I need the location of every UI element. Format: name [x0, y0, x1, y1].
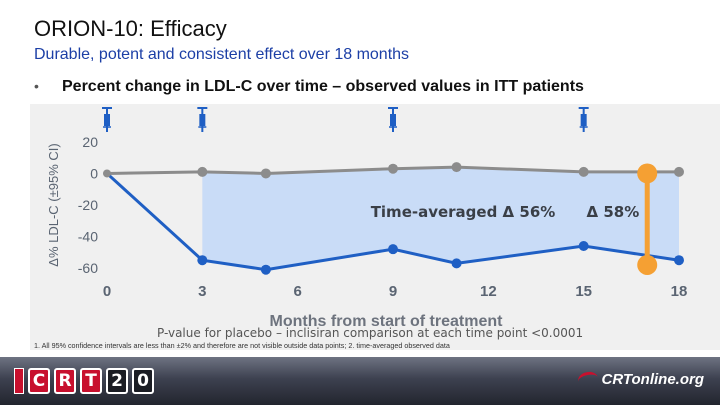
y-tick-label: 0: [90, 165, 98, 181]
x-tick-label: 3: [198, 283, 206, 300]
inclisiran-point: [578, 241, 589, 252]
bullet-marker: •: [34, 78, 39, 94]
y-tick-label: 20: [82, 134, 98, 150]
inclisiran-point: [451, 258, 462, 269]
x-tick-label: 6: [293, 283, 301, 300]
page-subtitle: Durable, potent and consistent effect ov…: [34, 46, 410, 63]
baseline-point: [103, 169, 111, 178]
ldl-change-chart: 20 0 -20 -40 -60 0 3 6 9 12 15 18 Δ% LDL-C (±95% CI)…: [46, 107, 688, 330]
delta-bar-bottom: [637, 254, 658, 275]
inclisiran-point: [388, 244, 398, 255]
difference-shading: [202, 167, 680, 270]
time-averaged-annotation: Time-averaged Δ 56%: [371, 203, 556, 221]
syringe-icon: [580, 114, 587, 126]
placebo-point: [451, 162, 462, 173]
placebo-point: [674, 166, 684, 177]
crt20-logo[interactable]: C R T 2 0: [14, 367, 154, 395]
delta-bar-top: [637, 163, 658, 184]
delta-58-annotation: Δ 58%: [586, 203, 639, 221]
syringe-icon: [199, 114, 206, 126]
y-axis-label: Δ% LDL-C (±95% CI): [46, 143, 61, 266]
placebo-point: [578, 166, 589, 177]
placebo-point: [260, 168, 271, 179]
crt-logo-mark: [14, 368, 24, 394]
crtonline-label: CRTonline.org: [601, 371, 705, 388]
inclisiran-point: [260, 264, 271, 275]
y-tick-label: -20: [78, 197, 98, 213]
placebo-point: [388, 163, 398, 174]
crtonline-logo[interactable]: CRTonline.org: [576, 370, 705, 389]
x-axis-label: Months from start of treatment: [270, 313, 504, 330]
crt-logo-char: C: [28, 368, 50, 394]
x-tick-label: 12: [480, 283, 497, 300]
chart-panel: 20 0 -20 -40 -60 0 3 6 9 12 15 18 Δ% LDL-C (±95% CI)…: [30, 104, 720, 350]
x-tick-label: 15: [575, 283, 592, 300]
footnote: 1. All 95% confidence intervals are less…: [34, 341, 450, 350]
page-title: ORION-10: Efficacy: [34, 16, 227, 41]
y-tick-label: -40: [78, 229, 98, 245]
inclisiran-point: [674, 255, 684, 266]
crt-logo-char: T: [80, 368, 102, 394]
y-tick-label: -60: [78, 260, 98, 276]
placebo-point: [197, 166, 208, 177]
crt-logo-char: R: [54, 368, 76, 394]
crt-logo-char: 0: [132, 368, 154, 394]
pvalue-note: P-value for placebo – inclisiran compari…: [157, 326, 584, 340]
syringe-icon: [390, 114, 396, 126]
footer-bar: C R T 2 0 CRTonline.org: [0, 357, 720, 405]
crt-logo-char: 2: [106, 368, 128, 394]
inclisiran-point: [197, 255, 208, 266]
bullet-text: Percent change in LDL-C over time – obse…: [62, 78, 584, 95]
x-tick-label: 18: [671, 283, 688, 300]
x-tick-label: 0: [103, 283, 111, 300]
syringe-icon: [104, 114, 110, 126]
swoosh-icon: [576, 370, 599, 389]
x-tick-label: 9: [389, 283, 397, 300]
